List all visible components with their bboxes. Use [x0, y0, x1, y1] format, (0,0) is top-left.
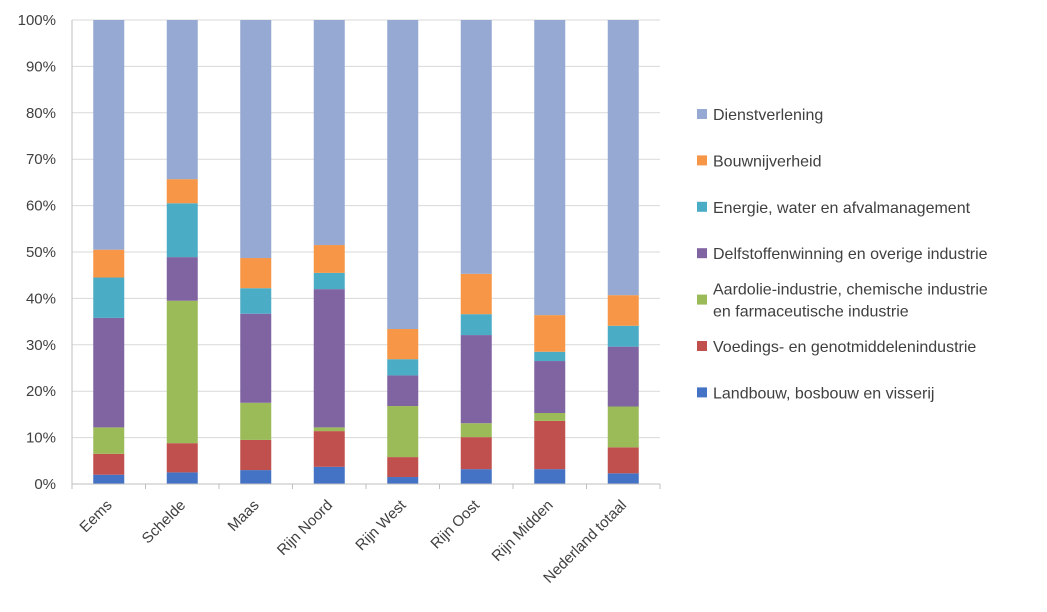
bar-segment-rijn-oost-bouwnijverheid [460, 273, 492, 315]
y-tick-label: 60% [26, 198, 56, 215]
y-tick-label: 70% [26, 151, 56, 168]
x-category-labels: Eems Schelde Maas Rijn Noord Rijn West Rijn O… [76, 496, 630, 586]
bar-segment-rijn-midden-voedings-en-genotmiddele [534, 420, 566, 470]
legend-label: Voedings- en genotmiddelenindustrie [713, 339, 976, 356]
bar-segment-rijn-midden-energie-water-en-afvalma [534, 351, 566, 362]
x-category-label: Schelde [139, 497, 189, 547]
bar-segment-rijn-midden-aardolie-industrie-chemi [534, 413, 566, 421]
bar-segment-nederland-totaal-delfstoffenwinning-en-ov [607, 346, 639, 407]
bar-segment-rijn-noord-aardolie-industrie-chemi [313, 427, 345, 432]
bar-segment-nederland-totaal-energie-water-en-afvalma [607, 325, 639, 347]
legend-swatch [697, 109, 707, 119]
bar-segment-rijn-noord-delfstoffenwinning-en-ov [313, 289, 345, 428]
bar-segment-schelde-dienstverlening [166, 20, 198, 180]
bar-segment-eems-voedings-en-genotmiddele [93, 453, 125, 475]
bar-segment-maas-landbouw-bosbouw-en-viss [240, 470, 272, 484]
x-category-label: Rijn Midden [489, 497, 557, 565]
bar-segment-rijn-midden-delfstoffenwinning-en-ov [534, 361, 566, 414]
bars [93, 20, 639, 484]
bar-segment-maas-voedings-en-genotmiddele [240, 439, 272, 471]
y-tick-label: 10% [26, 430, 56, 447]
legend-swatch [697, 201, 707, 212]
bar-segment-rijn-west-delfstoffenwinning-en-ov [387, 375, 419, 407]
bar-segment-maas-delfstoffenwinning-en-ov [240, 313, 272, 403]
bar-segment-rijn-oost-delfstoffenwinning-en-ov [460, 335, 492, 424]
gridlines [72, 19, 660, 439]
bar-segment-rijn-oost-voedings-en-genotmiddele [460, 437, 492, 470]
bar-segment-rijn-west-aardolie-industrie-chemi [387, 406, 419, 458]
bar-segment-schelde-delfstoffenwinning-en-ov [166, 257, 198, 301]
y-tick-label: 100% [18, 12, 56, 29]
legend-swatch [697, 155, 707, 166]
y-tick-label: 80% [26, 105, 56, 122]
bar-segment-rijn-west-bouwnijverheid [387, 329, 419, 360]
y-tick-label: 20% [26, 383, 56, 400]
bar-segment-nederland-totaal-landbouw-bosbouw-en-viss [607, 473, 639, 484]
x-category-label: Rijn Noord [274, 497, 336, 559]
y-tick-label: 90% [26, 58, 56, 75]
bar-segment-rijn-oost-aardolie-industrie-chemi [460, 423, 492, 438]
bar-segment-rijn-oost-energie-water-en-afvalma [460, 314, 492, 336]
legend-label: Landbouw, bosbouw en visserij [713, 385, 934, 402]
bar-segment-rijn-midden-dienstverlening [534, 20, 566, 316]
bar-segment-rijn-oost-landbouw-bosbouw-en-viss [460, 469, 492, 484]
bar-segment-eems-landbouw-bosbouw-en-viss [93, 474, 125, 484]
bar-segment-rijn-noord-dienstverlening [313, 20, 345, 246]
legend-swatch [697, 294, 707, 305]
bar-segment-rijn-midden-bouwnijverheid [534, 315, 566, 352]
legend-label: Delfstoffenwinning en overige industrie [713, 246, 988, 263]
bar-segment-maas-aardolie-industrie-chemi [240, 402, 272, 440]
bar-segment-rijn-midden-landbouw-bosbouw-en-viss [534, 469, 566, 484]
legend-label: Bouwnijverheid [713, 153, 822, 170]
bar-segment-rijn-oost-dienstverlening [460, 20, 492, 274]
bar-segment-schelde-voedings-en-genotmiddele [166, 443, 198, 473]
bar-segment-eems-delfstoffenwinning-en-ov [93, 317, 125, 428]
bar-segment-rijn-west-energie-water-en-afvalma [387, 359, 419, 376]
legend-label: en farmaceutische industrie [713, 304, 909, 321]
x-category-label: Eems [76, 497, 115, 536]
y-tick-label: 0% [34, 476, 56, 493]
bar-segment-maas-dienstverlening [240, 20, 272, 259]
legend-swatch [697, 387, 707, 398]
bar-segment-rijn-west-voedings-en-genotmiddele [387, 457, 419, 478]
x-category-label: Rijn West [352, 496, 410, 554]
bar-segment-eems-dienstverlening [93, 20, 125, 250]
bar-segment-eems-energie-water-en-afvalma [93, 277, 125, 318]
bar-segment-schelde-aardolie-industrie-chemi [166, 300, 198, 444]
bar-segment-nederland-totaal-dienstverlening [607, 20, 639, 296]
legend-swatch [697, 341, 707, 351]
x-category-label: Rijn Oost [427, 496, 483, 552]
bar-segment-nederland-totaal-bouwnijverheid [607, 295, 639, 326]
bar-segment-eems-bouwnijverheid [93, 249, 125, 278]
bar-segment-maas-energie-water-en-afvalma [240, 288, 272, 314]
bar-segment-rijn-noord-bouwnijverheid [313, 245, 345, 273]
bar-segment-rijn-west-dienstverlening [387, 20, 419, 330]
bar-segment-eems-aardolie-industrie-chemi [93, 427, 125, 454]
bar-segment-rijn-west-landbouw-bosbouw-en-viss [387, 477, 419, 484]
y-tick-label: 40% [26, 290, 56, 307]
y-tick-label: 50% [26, 244, 56, 261]
bar-segment-nederland-totaal-voedings-en-genotmiddele [607, 447, 639, 474]
legend-label: Dienstverlening [713, 107, 823, 124]
bar-segment-nederland-totaal-aardolie-industrie-chemi [607, 406, 639, 448]
y-tick-label: 30% [26, 337, 56, 354]
bar-segment-schelde-landbouw-bosbouw-en-viss [166, 472, 198, 484]
legend-swatch [697, 248, 707, 259]
bar-segment-rijn-noord-landbouw-bosbouw-en-viss [313, 466, 345, 484]
legend-label: Energie, water en afvalmanagement [713, 200, 971, 217]
bar-segment-schelde-energie-water-en-afvalma [166, 203, 198, 258]
axes [71, 20, 661, 489]
bar-segment-rijn-noord-energie-water-en-afvalma [313, 272, 345, 290]
bar-segment-schelde-bouwnijverheid [166, 179, 198, 204]
bar-segment-rijn-noord-voedings-en-genotmiddele [313, 431, 345, 467]
legend: Dienstverlening Bouwnijverheid Energie, wa… [697, 107, 988, 402]
legend-label: Aardolie-industrie, chemische industrie [713, 282, 988, 299]
bar-segment-maas-bouwnijverheid [240, 258, 272, 289]
x-category-label: Maas [225, 497, 263, 535]
y-tick-labels: 0% 10% 20% 30% 40% 50% 60% 70% 80% 90% 100% [18, 12, 56, 493]
